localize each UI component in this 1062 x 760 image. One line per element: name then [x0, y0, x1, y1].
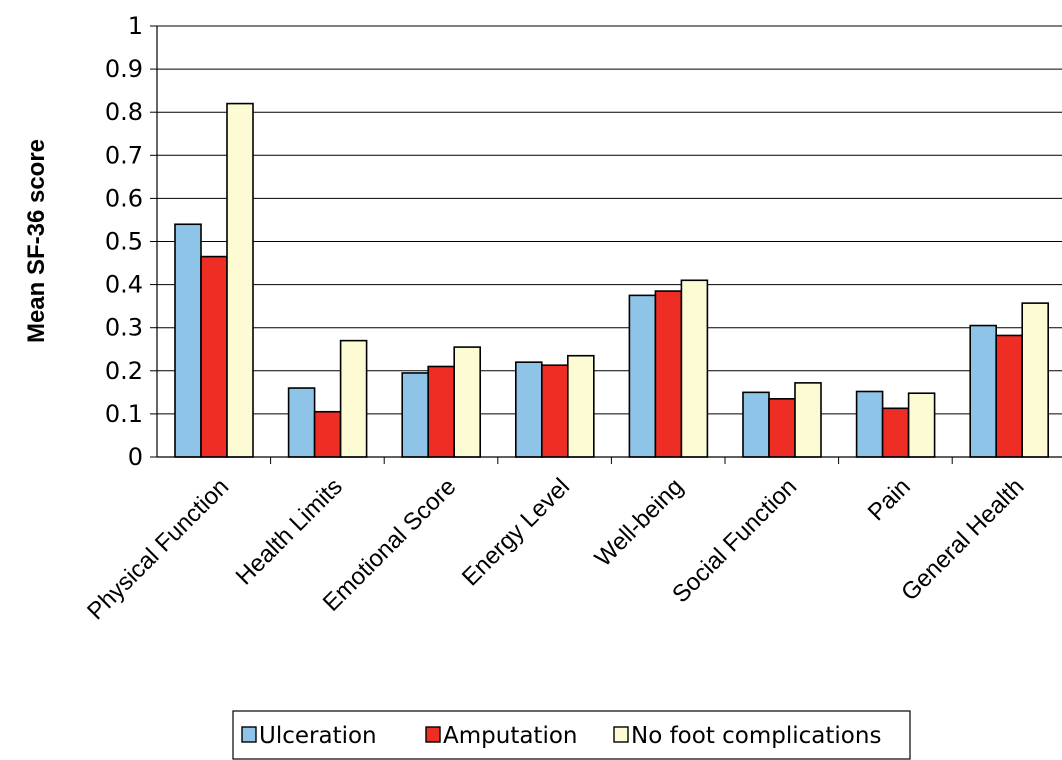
y-tick-label: 1: [128, 12, 143, 40]
x-tick-label: Health Limits: [231, 473, 348, 590]
bar-no-foot-complications: [226, 102, 254, 458]
axes: [150, 25, 1062, 464]
bar-ulceration: [628, 294, 657, 458]
bar-amputation: [540, 364, 569, 458]
y-tick-label: 0.8: [105, 98, 143, 126]
y-tick-label: 0: [128, 443, 143, 471]
y-tick-label: 0.1: [105, 400, 143, 428]
bar-no-foot-complications: [566, 354, 595, 458]
y-tick-labels: 0 0.1 0.2 0.3 0.4 0.5 0.6 0.7 0.8 0.9 1: [105, 12, 143, 471]
bar-amputation: [881, 407, 910, 458]
x-tick-label: Pain: [863, 473, 916, 526]
bar-ulceration: [742, 391, 770, 458]
bar-no-foot-complications: [1021, 302, 1050, 458]
legend-swatch-ulceration: [241, 726, 257, 743]
bar-no-foot-complications: [907, 392, 936, 458]
bar-no-foot-complications: [453, 346, 482, 458]
bar-no-foot-complications: [794, 382, 822, 458]
y-tick-label: 0.4: [105, 271, 143, 299]
legend-swatch-amputation: [425, 726, 441, 743]
bar-amputation: [200, 255, 228, 458]
x-tick-label: Well-being: [590, 473, 689, 572]
legend-box: [232, 710, 911, 760]
y-tick-label: 0.6: [105, 184, 143, 212]
y-tick-label: 0.9: [105, 55, 143, 83]
bar-amputation: [995, 334, 1024, 458]
bars: [174, 102, 1050, 458]
bar-amputation: [313, 410, 342, 458]
bar-ulceration: [401, 372, 430, 458]
legend-swatch-no-foot-complications: [613, 726, 629, 743]
legend-label: Amputation: [443, 723, 578, 749]
bar-no-foot-complications: [680, 279, 709, 458]
legend: Ulceration Amputation No foot complication…: [232, 710, 911, 760]
legend-label: Ulceration: [259, 723, 377, 749]
gridlines: [157, 25, 1062, 415]
bar-amputation: [427, 365, 456, 458]
bar-no-foot-complications: [339, 339, 368, 458]
y-tick-label: 0.3: [105, 314, 143, 342]
bar-amputation: [768, 398, 796, 458]
y-axis-title: Mean SF-36 score: [23, 139, 50, 343]
x-tick-label: General Health: [896, 473, 1029, 606]
bar-ulceration: [855, 390, 884, 458]
y-tick-label: 0.5: [105, 228, 143, 256]
bar-ulceration: [514, 361, 543, 458]
y-tick-label: 0.2: [105, 357, 143, 385]
x-tick-label: Physical Function: [82, 473, 234, 625]
bar-ulceration: [174, 223, 202, 458]
x-tick-label: Energy Level: [457, 473, 575, 591]
bar-ulceration: [287, 387, 316, 458]
y-tick-label: 0.7: [105, 141, 143, 169]
legend-label: No foot complications: [631, 723, 881, 749]
bar-amputation: [654, 290, 683, 458]
bar-ulceration: [969, 324, 998, 458]
